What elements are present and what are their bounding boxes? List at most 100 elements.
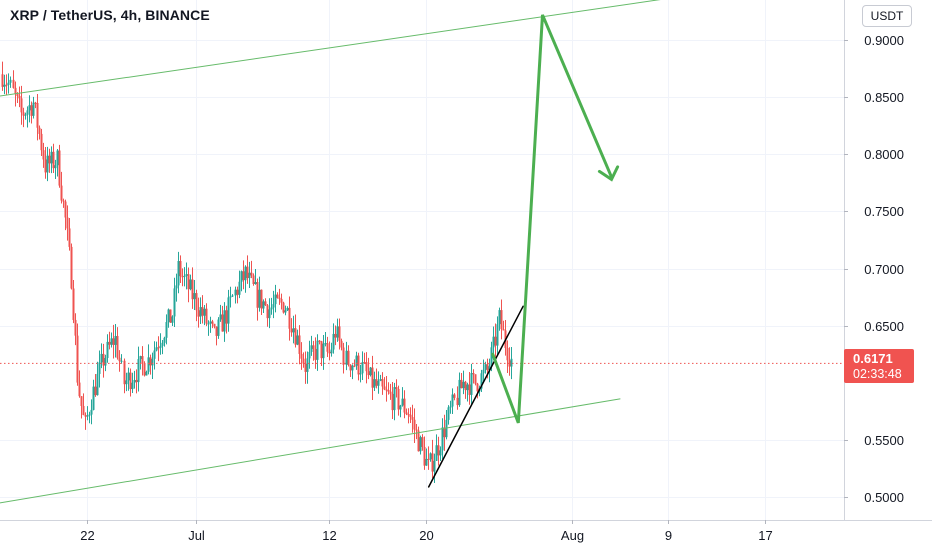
candle-body	[201, 307, 204, 316]
candle-body	[488, 366, 491, 371]
candle-body	[466, 384, 469, 391]
candle-body	[116, 335, 119, 358]
candle-body	[423, 446, 426, 466]
grid	[0, 0, 844, 520]
candle-body	[443, 427, 446, 438]
price-tick-label: 0.8500	[864, 90, 904, 105]
candle-body	[96, 373, 99, 396]
price-tick-label: 0.7500	[864, 204, 904, 219]
last-price-value: 0.6171	[853, 351, 893, 366]
candle-body	[42, 150, 45, 160]
candle-body	[332, 333, 335, 350]
candle-body	[221, 314, 224, 332]
candle-body	[268, 309, 271, 319]
candle-body	[340, 340, 343, 348]
candle-body	[458, 379, 461, 406]
candle-body	[310, 345, 313, 352]
candle-body	[1, 74, 4, 87]
candle-body	[441, 427, 444, 451]
currency-button[interactable]: USDT	[862, 5, 912, 27]
candle-body	[322, 343, 325, 359]
candle-body	[318, 340, 321, 342]
candle-body	[427, 458, 430, 460]
candle-body	[357, 355, 360, 375]
lower-channel-line[interactable]	[0, 398, 621, 504]
candle-body	[298, 335, 301, 354]
candle-body	[5, 84, 8, 86]
candle-body	[411, 417, 414, 420]
candle-body	[244, 266, 247, 281]
projection-arrow-head[interactable]	[597, 165, 620, 182]
candle-body	[229, 296, 232, 298]
candle-body	[355, 355, 358, 366]
candle-body	[399, 405, 402, 410]
candle-body	[361, 362, 364, 374]
candle-body	[308, 351, 311, 359]
candle-body	[345, 350, 348, 365]
candle-body	[391, 393, 394, 411]
candle-body	[347, 350, 350, 365]
candle-body	[60, 185, 63, 201]
candle-body	[177, 261, 180, 286]
candle-body	[242, 271, 245, 281]
candle-body	[149, 357, 152, 366]
drawings[interactable]	[0, 0, 681, 504]
candle-body	[153, 350, 156, 359]
candle-body	[312, 345, 315, 349]
candles	[1, 61, 513, 484]
candle-body	[7, 82, 10, 85]
candle-body	[316, 340, 319, 360]
candle-body	[112, 338, 115, 345]
support-trendline[interactable]	[427, 305, 524, 488]
upper-channel-line[interactable]	[0, 0, 681, 97]
price-tick-label: 0.7000	[864, 262, 904, 277]
candle-body	[254, 282, 257, 284]
price-tick-label: 0.5000	[864, 490, 904, 505]
candle-body	[506, 347, 509, 361]
candle-body	[167, 309, 170, 323]
candle-body	[486, 364, 489, 371]
candle-body	[64, 201, 67, 218]
candle-body	[320, 341, 323, 359]
candle-body	[276, 294, 279, 298]
candle-body	[353, 365, 356, 367]
candle-body	[494, 336, 497, 346]
candle-body	[133, 379, 136, 383]
candle-body	[393, 387, 396, 411]
candle-body	[165, 322, 168, 338]
price-tick-label: 0.9000	[864, 33, 904, 48]
candle-body	[492, 336, 495, 348]
candle-body	[199, 307, 202, 317]
candle-body	[383, 386, 386, 390]
price-tick-label: 0.8000	[864, 147, 904, 162]
candle-body	[500, 310, 503, 330]
candle-body	[108, 341, 111, 345]
candle-body	[236, 289, 239, 295]
candle-body	[114, 335, 117, 345]
candle-body	[147, 357, 150, 372]
candle-body	[110, 338, 113, 345]
candle-body	[449, 406, 452, 408]
candle-body	[278, 297, 281, 299]
candle-body	[296, 335, 299, 345]
candle-body	[62, 200, 65, 202]
candle-body	[74, 319, 77, 336]
symbol-title[interactable]: XRP / TetherUS, 4h, BINANCE	[10, 7, 210, 23]
projection-path[interactable]	[491, 14, 613, 424]
candle-body	[139, 356, 142, 360]
candle-body	[365, 362, 368, 372]
candle-body	[9, 79, 12, 83]
candle-body	[84, 414, 87, 417]
time-axis[interactable]: 22 Jul 12 20 Aug 9 17	[80, 520, 773, 543]
candle-body	[40, 133, 43, 151]
candle-body	[435, 445, 438, 461]
candle-body	[490, 347, 493, 367]
price-axis[interactable]: 0.9000 0.8500 0.8000 0.7500 0.7000 0.6500 0.55…	[844, 33, 904, 505]
candle-body	[373, 379, 376, 388]
candle-body	[250, 272, 253, 276]
candle-body	[476, 383, 479, 392]
candle-body	[219, 314, 222, 320]
candle-body	[417, 430, 420, 452]
